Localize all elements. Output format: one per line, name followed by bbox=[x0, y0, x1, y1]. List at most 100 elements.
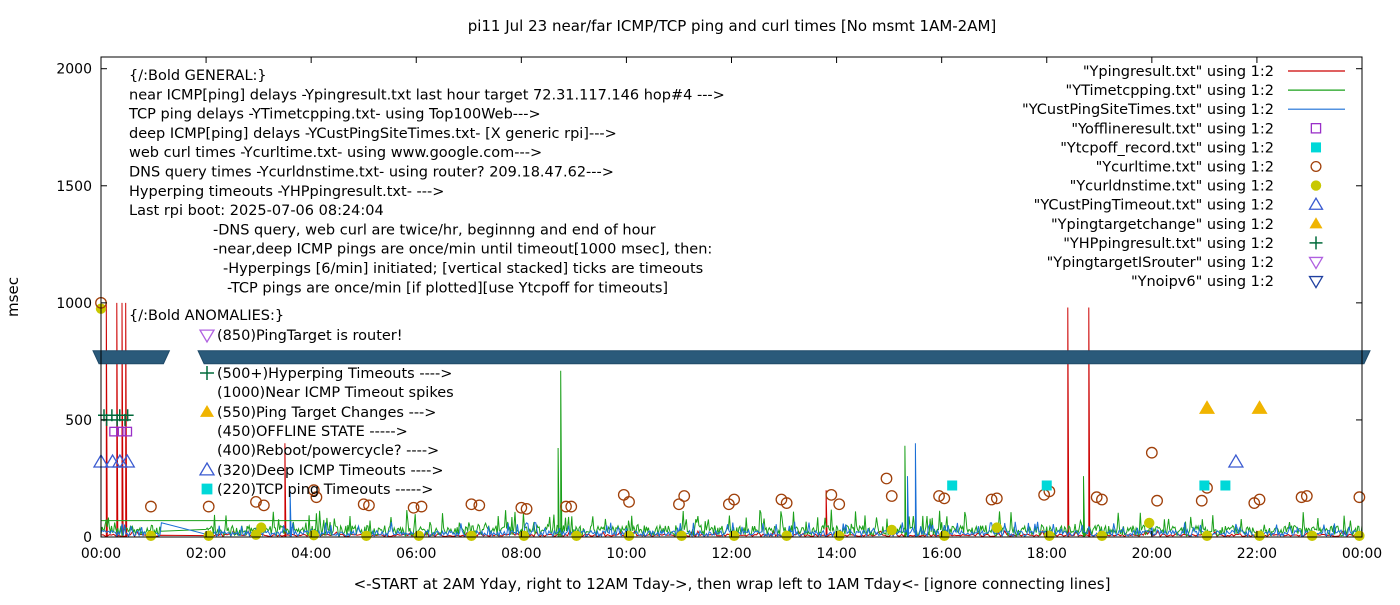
general-annotation-line: web curl times -Ycurltime.txt- using www… bbox=[129, 145, 542, 161]
dns-time-point bbox=[308, 529, 319, 541]
dns-time-point bbox=[203, 530, 214, 542]
dns-time-point bbox=[1201, 530, 1213, 542]
dns-time-point bbox=[256, 522, 267, 533]
curl-time-point bbox=[473, 499, 486, 512]
anomaly-annotation-line: {/:Bold ANOMALIES:} bbox=[129, 308, 284, 324]
general-annotation-line: -near,deep ICMP pings are once/min until… bbox=[213, 242, 712, 258]
x-tick-label: 14:00 bbox=[816, 546, 856, 562]
tcp-timeout-point bbox=[1041, 480, 1052, 491]
legend-marker-swatch bbox=[1310, 180, 1322, 191]
offline-point bbox=[109, 426, 120, 437]
curl-time-point bbox=[310, 491, 323, 504]
axes-layer: 0 500 1000 1500 2000 00:00 02:00 04:00 06:00 08:0… bbox=[56, 57, 1382, 562]
legend-entry-label: "YTimetcpping.txt" using 1:2 bbox=[1066, 83, 1274, 99]
x-tick-label: 04:00 bbox=[291, 546, 331, 562]
dns-time-point bbox=[886, 524, 897, 536]
general-annotation-line: {/:Bold GENERAL:} bbox=[129, 68, 267, 84]
ping-target-change-point bbox=[1199, 400, 1216, 414]
curl-time-point bbox=[1353, 491, 1366, 504]
y-tick-label: 500 bbox=[65, 413, 92, 429]
curl-time-point bbox=[565, 500, 578, 513]
curl-time-point bbox=[938, 492, 951, 505]
dns-time-point bbox=[571, 530, 582, 542]
curl-time-point bbox=[623, 495, 635, 508]
curl-time-point bbox=[145, 500, 157, 513]
legend-marker-swatch bbox=[1308, 196, 1324, 210]
legend: "Ypingresult.txt" using 1:2 "YTimetcpping… bbox=[1022, 64, 1345, 290]
curl-time-point bbox=[202, 500, 215, 513]
curl-time-point bbox=[520, 503, 533, 515]
curl-time-point bbox=[728, 493, 741, 506]
curl-time-point bbox=[307, 484, 320, 497]
curl-time-point bbox=[825, 488, 838, 501]
curl-time-point bbox=[1151, 494, 1163, 507]
dns-time-point bbox=[676, 530, 687, 542]
x-tick-label: 02:00 bbox=[186, 546, 226, 562]
anomaly-annotation-line: (550)Ping Target Changes ---> bbox=[217, 405, 436, 421]
general-annotation-line: -DNS query, web curl are twice/hr, begin… bbox=[213, 222, 656, 238]
y-tick-label: 2000 bbox=[56, 62, 92, 78]
legend-marker-swatch bbox=[1311, 142, 1322, 153]
legend-entry-label: "Yofflineresult.txt" using 1:2 bbox=[1071, 121, 1274, 137]
tcp-timeout-point bbox=[1199, 480, 1210, 491]
legend-entry-label: "YHPpingresult.txt" using 1:2 bbox=[1063, 236, 1274, 252]
curl-time-point bbox=[985, 493, 998, 506]
tcp-timeout-point bbox=[947, 480, 958, 491]
curl-time-point bbox=[250, 495, 262, 508]
dns-time-point bbox=[466, 530, 477, 542]
curl-time-point bbox=[673, 498, 685, 511]
annotations-layer: {/:Bold GENERAL:} near ICMP[ping] delays … bbox=[128, 68, 725, 498]
anomaly-annotation-line: (400)Reboot/powercycle? ----> bbox=[217, 443, 439, 459]
offline-point bbox=[116, 426, 126, 437]
anomaly-annotation-line: (450)OFFLINE STATE -----> bbox=[217, 424, 408, 440]
x-tick-label: 00:00 bbox=[81, 546, 121, 562]
anomaly-annotation-line: (850)PingTarget is router! bbox=[217, 328, 403, 344]
ping-target-change-point bbox=[1251, 400, 1268, 414]
legend-marker-swatch bbox=[1309, 217, 1323, 229]
y-tick-label: 1500 bbox=[56, 179, 92, 195]
curl-time-point bbox=[933, 490, 945, 502]
legend-entry-label: "Ycurltime.txt" using 1:2 bbox=[1096, 160, 1274, 176]
curl-time-point bbox=[363, 499, 375, 512]
anomaly-annotation-line: (220)TCP ping Timeouts -----> bbox=[217, 482, 433, 498]
x-tick-label: 00:00 bbox=[1342, 546, 1382, 562]
dns-time-point bbox=[728, 530, 740, 542]
curl-time-point bbox=[833, 498, 846, 511]
curl-time-point bbox=[257, 499, 270, 512]
noipv6-marker-band bbox=[197, 350, 1371, 365]
anomaly-annotation-line: (500+)Hyperping Timeouts ----> bbox=[217, 366, 452, 382]
deep-icmp-timeout-point bbox=[111, 453, 129, 468]
anomaly-legend-marker bbox=[200, 366, 214, 380]
legend-marker-swatch bbox=[1310, 160, 1322, 173]
y-tick-label: 0 bbox=[83, 530, 92, 546]
dns-time-point bbox=[361, 530, 372, 542]
legend-marker-swatch bbox=[1308, 275, 1324, 289]
dns-time-point bbox=[1254, 530, 1265, 542]
legend-entry-label: "Ypingtargetchange" using 1:2 bbox=[1051, 217, 1274, 233]
curl-time-point bbox=[990, 492, 1003, 505]
general-annotation-line: -TCP pings are once/min [if plotted][use… bbox=[227, 280, 668, 296]
dns-time-point bbox=[1096, 530, 1108, 542]
series-layer bbox=[100, 302, 1363, 539]
curl-time-point bbox=[1090, 491, 1103, 504]
curl-time-point bbox=[617, 488, 630, 501]
curl-time-point bbox=[780, 497, 793, 509]
y-tick-label: 1000 bbox=[56, 296, 92, 312]
x-tick-label: 18:00 bbox=[1027, 546, 1067, 562]
x-axis-label: <-START at 2AM Yday, right to 12AM Tday-… bbox=[354, 575, 1111, 593]
curl-time-point bbox=[465, 498, 478, 511]
legend-entry-label: "Ytcpoff_record.txt" using 1:2 bbox=[1060, 140, 1274, 156]
dns-time-point bbox=[518, 530, 530, 542]
dns-time-point bbox=[1044, 530, 1055, 542]
curl-time-point bbox=[1195, 494, 1208, 507]
legend-marker-swatch bbox=[1310, 123, 1322, 134]
curl-time-point bbox=[415, 500, 428, 513]
x-tick-label: 10:00 bbox=[606, 546, 646, 562]
legend-marker-swatch bbox=[1308, 256, 1324, 270]
dns-time-point bbox=[1354, 530, 1365, 542]
general-annotation-line: near ICMP[ping] delays -Ypingresult.txt … bbox=[129, 87, 725, 103]
deep-icmp-timeout-point bbox=[1227, 453, 1245, 468]
x-tick-label: 22:00 bbox=[1237, 546, 1277, 562]
deep-icmp-series-line bbox=[100, 443, 1363, 539]
general-annotation-line: DNS query times -Ycurldnstime.txt- using… bbox=[129, 165, 614, 181]
